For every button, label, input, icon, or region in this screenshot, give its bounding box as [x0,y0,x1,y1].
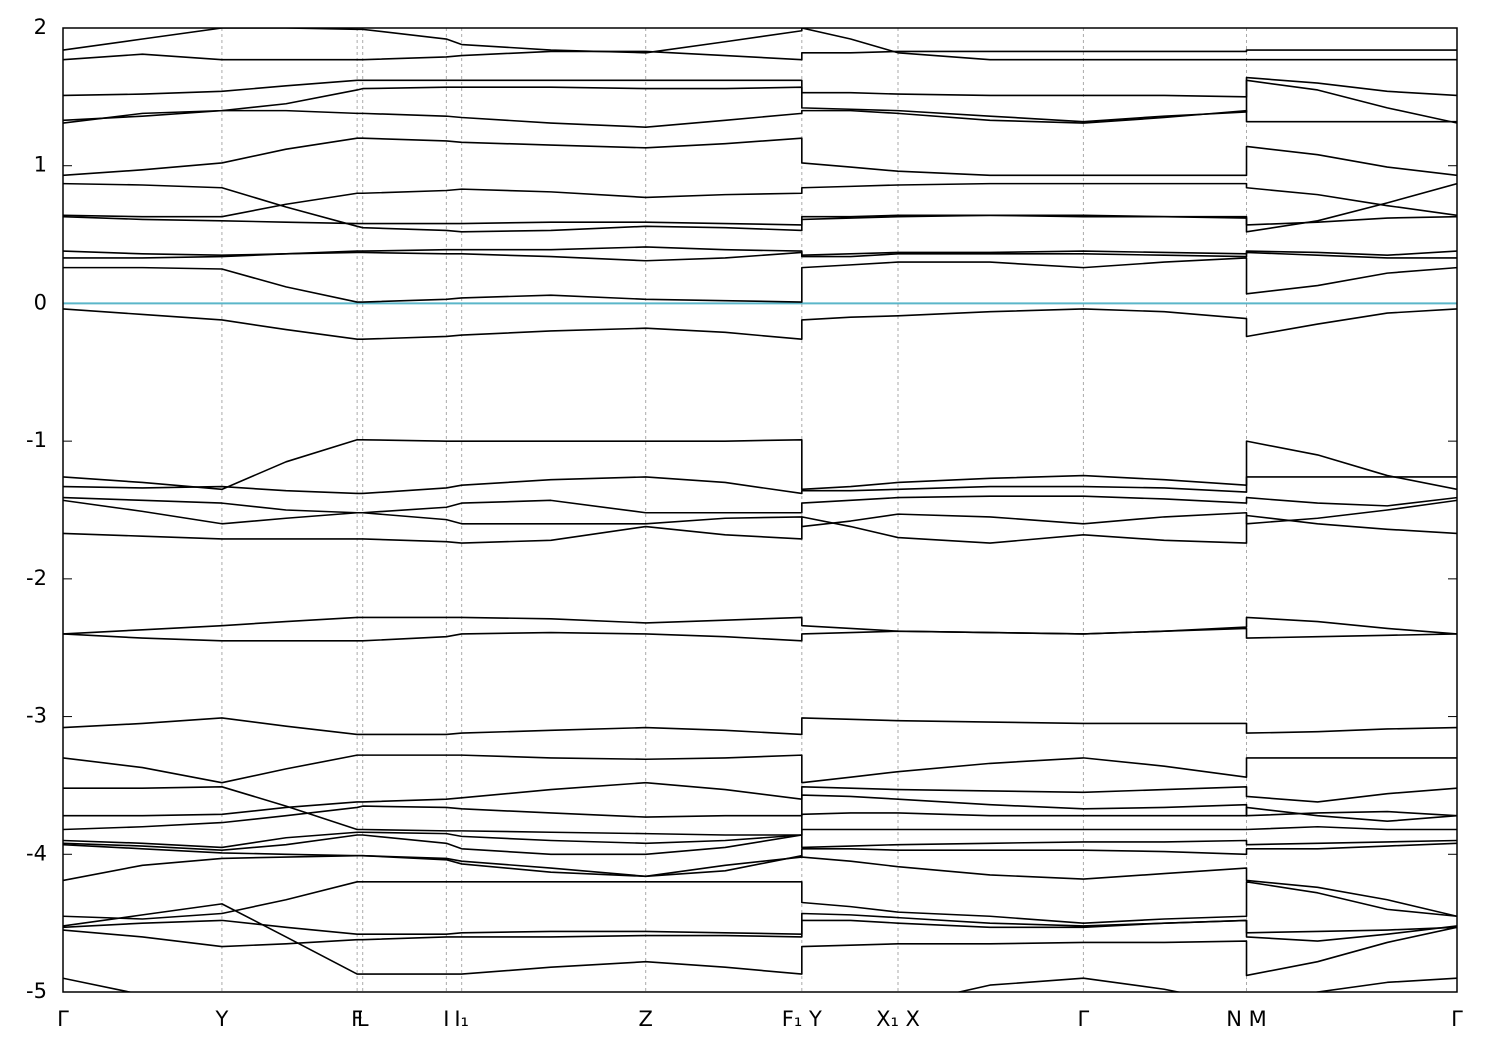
band-line [63,49,1457,61]
x-tick-label: Z [638,1007,652,1031]
band-line [63,627,1457,642]
band-line [63,495,1457,514]
y-tick-label: 2 [34,15,47,39]
grid [62,27,1458,993]
band-line [63,754,1457,784]
band-line [63,251,1457,262]
band-line [63,257,1457,303]
x-tick-label: F₁ Y [782,1007,822,1031]
y-tick-label: -5 [26,979,47,1003]
band-line [63,214,1457,226]
x-tick-label: L [357,1007,369,1031]
band-line [63,843,1457,918]
y-tick-label: 1 [34,153,47,177]
band-line [63,137,1457,177]
x-tick-label: Y [215,1007,229,1031]
band-line [63,28,1457,61]
x-tick-label: X₁ X [876,1007,920,1031]
y-tick-label: 0 [34,290,47,314]
x-tick-label: F [351,1007,363,1031]
band-line [63,903,1457,977]
y-tick-label: -1 [26,428,47,452]
band-line [63,76,1457,98]
band-line [63,476,1457,495]
band-line [63,514,1457,544]
band-line [63,842,1457,882]
band-line [63,717,1457,736]
x-tick-label: I₁ [454,1007,469,1031]
band-line [63,616,1457,635]
band-line [63,182,1457,218]
band-line [63,109,1457,128]
x-tick-label: Γ [57,1007,69,1031]
x-tick-label: N M [1226,1007,1267,1031]
x-tick-label: I [443,1007,449,1031]
y-tick-label: -3 [26,704,47,728]
band-line [63,881,1457,924]
band-line [63,912,1457,935]
tick-labels: -5 -4 -3 -2 -1 0 1 2 Γ Y FL I I₁ Z F₁ Y X₁ X Γ N M Γ [26,15,1463,1031]
y-tick-label: -2 [26,566,47,590]
plot-frame [62,27,1458,993]
bands [63,28,1457,992]
band-line [63,805,1457,831]
band-line [63,834,1457,856]
y-tick-label: -4 [26,841,47,865]
band-line [63,919,1457,948]
band-line [63,825,1457,849]
band-line [63,781,1457,817]
band-line [63,308,1457,341]
x-tick-label: Γ [1078,1007,1090,1031]
x-tick-label: Γ [1451,1007,1463,1031]
band-line [63,438,1457,491]
